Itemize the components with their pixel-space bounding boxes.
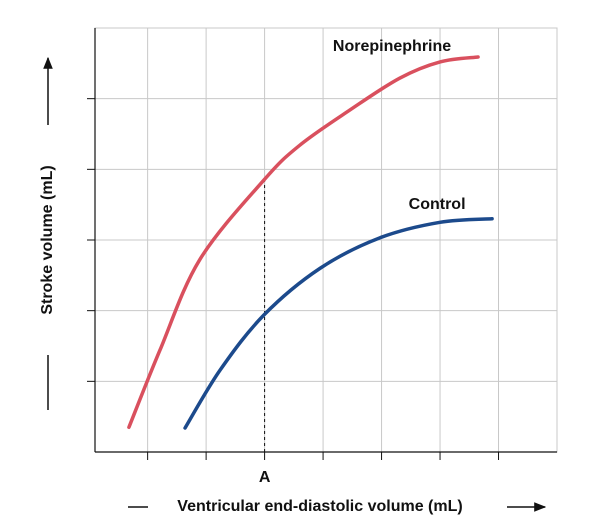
grid [95,28,557,452]
x-axis-label: Ventricular end-diastolic volume (mL) [177,498,462,515]
line [127,55,480,430]
marks: A Norepinephrine Control [127,38,494,486]
y-axis-label: Stroke volume (mL) [39,165,56,314]
series-label: Norepinephrine [333,38,451,55]
annotation-label: A [259,469,271,486]
ticks [87,98,500,460]
series-label: Control [409,196,466,213]
line [183,217,494,430]
